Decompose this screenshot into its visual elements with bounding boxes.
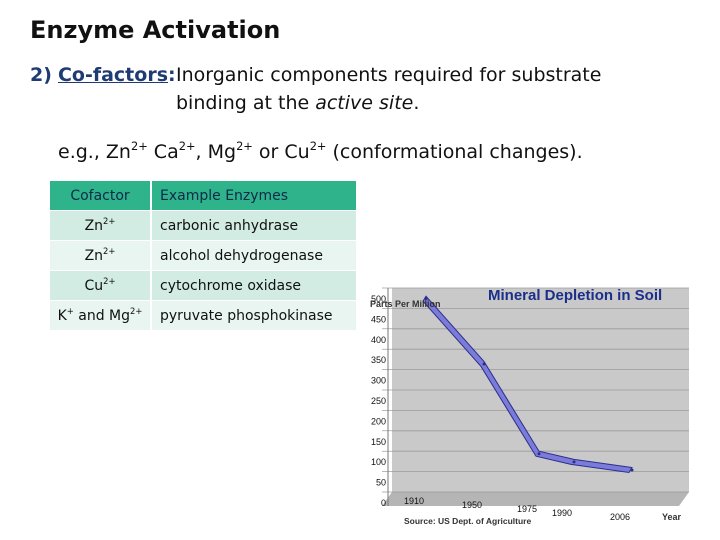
chart-floor	[382, 492, 689, 506]
table-row: K+ and Mg2+ pyruvate phosphokinase	[50, 301, 356, 331]
cofactor-charge: +	[66, 305, 74, 316]
cofactor-symbol: Cu	[84, 277, 104, 294]
y-tick-label: 150	[371, 437, 386, 447]
y-tick-label: 250	[371, 396, 386, 406]
ca-charge: 2+	[178, 139, 196, 154]
table-row: Zn2+ carbonic anhydrase	[50, 211, 356, 241]
cofactor-symbol: Zn	[84, 247, 104, 264]
definition-text: binding at the	[176, 92, 316, 114]
cofactor-cell: Zn2+	[50, 241, 152, 271]
cofactor-charge: 2+	[103, 245, 116, 256]
eg-zn: e.g., Zn	[58, 141, 131, 163]
y-axis-title: Parts Per Million	[370, 299, 441, 309]
example-line: e.g., Zn2+ Ca2+, Mg2+ or Cu2+ (conformat…	[58, 140, 583, 164]
zn-charge: 2+	[130, 139, 148, 154]
y-tick-label: 350	[371, 355, 386, 365]
data-point	[537, 452, 541, 456]
x-tick-label: 2006	[610, 512, 630, 522]
y-tick-label: 200	[371, 416, 386, 426]
enzyme-cell: cytochrome oxidase	[152, 271, 356, 301]
cofactor-term: Co-factors	[57, 64, 169, 86]
definition-line-2: binding at the active site.	[176, 90, 419, 116]
mineral-depletion-chart: 500 450 400 350 300 250 200 150 100 50 0 1910 1950 19…	[364, 278, 694, 528]
table-header-row: Cofactor Example Enzymes	[50, 181, 356, 211]
eg-ca: Ca	[147, 141, 179, 163]
cofactor-symbol: K	[57, 307, 67, 324]
header-cofactor: Cofactor	[50, 181, 152, 211]
definition-line-1: Inorganic components required for substr…	[176, 64, 602, 86]
y-tick-label: 450	[371, 314, 386, 324]
y-tick-label: 500	[371, 294, 386, 304]
cofactor-charge: 2+	[103, 275, 116, 286]
header-example-enzymes: Example Enzymes	[152, 181, 356, 211]
enzyme-cell: pyruvate phosphokinase	[152, 301, 356, 331]
cofactor-cell: Cu2+	[50, 271, 152, 301]
series-line	[422, 295, 633, 474]
cofactor-cell: Zn2+	[50, 211, 152, 241]
data-point	[572, 460, 576, 464]
cofactor-symbol: and Mg	[73, 307, 131, 324]
y-tick-label: 400	[371, 335, 386, 345]
eg-suffix: (conformational changes).	[326, 141, 583, 163]
table-row: Zn2+ alcohol dehydrogenase	[50, 241, 356, 271]
mg-charge: 2+	[236, 139, 253, 154]
term-colon: :	[168, 64, 176, 86]
cu-charge: 2+	[309, 139, 327, 154]
chart-source: Source: US Dept. of Agriculture	[404, 516, 531, 526]
cofactor-table: Cofactor Example Enzymes Zn2+ carbonic a…	[50, 181, 356, 331]
eg-cu: or Cu	[252, 141, 310, 163]
definition-period: .	[413, 92, 420, 114]
y-tick-label: 0	[381, 498, 386, 508]
x-tick-label: 1975	[517, 504, 537, 514]
enzyme-cell: carbonic anhydrase	[152, 211, 356, 241]
table-row: Cu2+ cytochrome oxidase	[50, 271, 356, 301]
chart-title: Mineral Depletion in Soil	[488, 287, 662, 304]
cofactor-cell: K+ and Mg2+	[50, 301, 152, 331]
x-tick-label: 1950	[462, 500, 482, 510]
x-tick-label: 1910	[404, 496, 424, 506]
y-tick-label: 50	[376, 478, 386, 488]
data-point	[630, 468, 634, 472]
cofactor-charge: 2+	[103, 215, 116, 226]
eg-mg: , Mg	[195, 141, 237, 163]
data-point	[482, 362, 486, 366]
enzyme-cell: alcohol dehydrogenase	[152, 241, 356, 271]
data-point	[424, 297, 428, 301]
cofactor-charge: 2+	[130, 305, 143, 316]
x-tick-label: 1990	[552, 508, 572, 518]
cofactor-point: 2) Co-factors:	[30, 62, 176, 88]
active-site-term: active site	[315, 92, 414, 114]
y-tick-label: 300	[371, 376, 386, 386]
point-number: 2)	[30, 64, 52, 86]
cofactor-symbol: Zn	[84, 217, 104, 234]
slide-title: Enzyme Activation	[30, 16, 281, 44]
x-axis-title: Year	[662, 512, 682, 522]
y-tick-label: 100	[371, 457, 386, 467]
